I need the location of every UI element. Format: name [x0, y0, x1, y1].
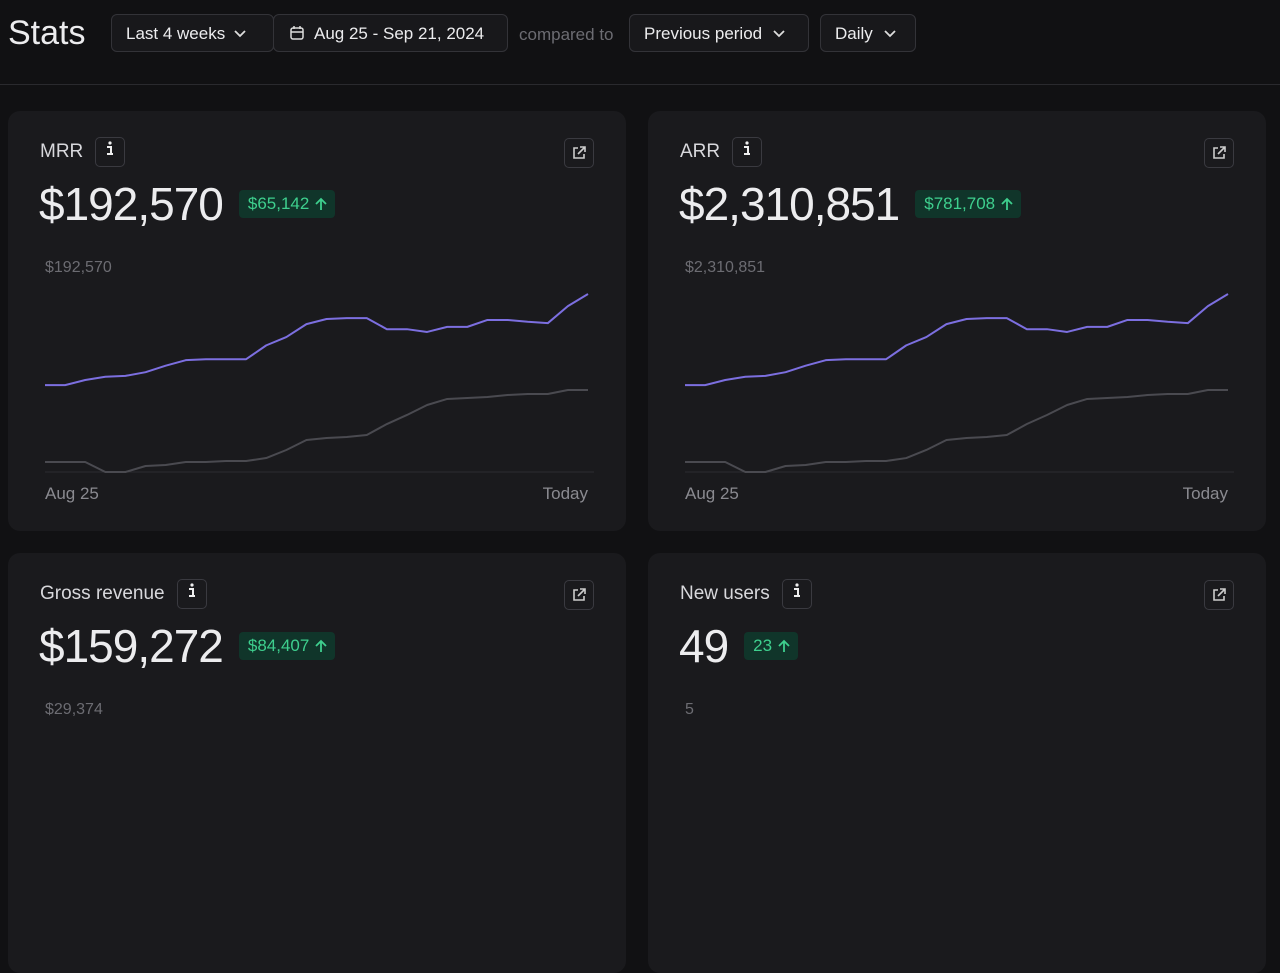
- external-icon: [573, 588, 586, 601]
- metric-card: ARR $2,310,851 $781,708 $2,310,851 Aug 25 Tod…: [648, 111, 1266, 531]
- x-end-label: Today: [543, 484, 589, 503]
- metric-card: Gross revenue $159,272 $84,407 $29,374: [8, 553, 626, 973]
- open-link[interactable]: [564, 580, 594, 610]
- external-icon: [1213, 146, 1226, 159]
- metric-card: New users 49 23 5: [648, 553, 1266, 973]
- label: Previous period: [644, 24, 763, 43]
- up-arrow: [315, 639, 327, 652]
- card-title: ARR: [680, 141, 721, 162]
- calendar-icon: [290, 26, 304, 40]
- sparkline-chart: Aug 25 Today: [45, 293, 594, 503]
- page: Stats Last 4 weeks Aug 25 - Sep 21, 2024…: [0, 0, 1280, 718]
- label: Aug 25 - Sep 21, 2024: [314, 24, 485, 43]
- max-label: $2,310,851: [685, 259, 766, 276]
- toolbar: Stats Last 4 weeks Aug 25 - Sep 21, 2024…: [0, 0, 1280, 85]
- label: Last 4 weeks: [126, 24, 226, 43]
- info-icon: [744, 141, 751, 155]
- metric-value: $2,310,851: [679, 178, 900, 230]
- metric-card: MRR $192,570 $65,142 $192,570 Aug 25 Today: [8, 111, 626, 531]
- open-link[interactable]: [564, 138, 594, 168]
- up-arrow: [1001, 197, 1013, 210]
- delta-badge: $65,142: [238, 190, 336, 218]
- range-select[interactable]: Last 4 weeks: [111, 14, 274, 52]
- info-icon: [107, 141, 114, 155]
- info-button[interactable]: [176, 579, 207, 609]
- info-icon: [793, 583, 800, 597]
- metric-value: $192,570: [39, 178, 224, 230]
- page-title: Stats: [8, 14, 86, 52]
- x-start-label: Aug 25: [685, 484, 739, 503]
- info-button[interactable]: [781, 579, 812, 609]
- date-range[interactable]: Aug 25 - Sep 21, 2024: [273, 14, 508, 52]
- delta-badge: $781,708: [915, 190, 1022, 218]
- chevron: [884, 30, 896, 38]
- info-button[interactable]: [732, 137, 763, 167]
- compared-label: compared to: [519, 25, 614, 44]
- external-icon: [573, 146, 586, 159]
- card-title: MRR: [40, 141, 84, 162]
- series-line: [45, 389, 588, 473]
- max-label: 5: [685, 701, 694, 718]
- chevron: [773, 30, 785, 38]
- card-title: New users: [680, 583, 770, 604]
- info-icon: [188, 583, 195, 597]
- open-link[interactable]: [1204, 138, 1234, 168]
- series-line: [45, 293, 589, 387]
- max-label: $29,374: [45, 701, 103, 718]
- metric-value: $159,272: [39, 620, 224, 672]
- open-link[interactable]: [1204, 580, 1234, 610]
- sparkline-chart: Aug 25 Today: [685, 293, 1234, 503]
- x-end-label: Today: [1183, 484, 1229, 503]
- series-line: [685, 293, 1229, 387]
- comparison-select[interactable]: Previous period: [629, 14, 809, 52]
- info-button[interactable]: [95, 137, 126, 167]
- up-arrow: [315, 197, 327, 210]
- chevron: [234, 30, 246, 38]
- delta-badge: 23: [744, 632, 799, 660]
- x-start-label: Aug 25: [45, 484, 99, 503]
- series-line: [685, 389, 1228, 473]
- delta-badge: $84,407: [238, 632, 336, 660]
- external-icon: [1213, 588, 1226, 601]
- card-title: Gross revenue: [40, 583, 165, 604]
- label: Daily: [835, 24, 873, 43]
- up-arrow: [778, 639, 790, 652]
- metric-value: 49: [679, 620, 729, 672]
- interval-select[interactable]: Daily: [820, 14, 916, 52]
- max-label: $192,570: [45, 259, 112, 276]
